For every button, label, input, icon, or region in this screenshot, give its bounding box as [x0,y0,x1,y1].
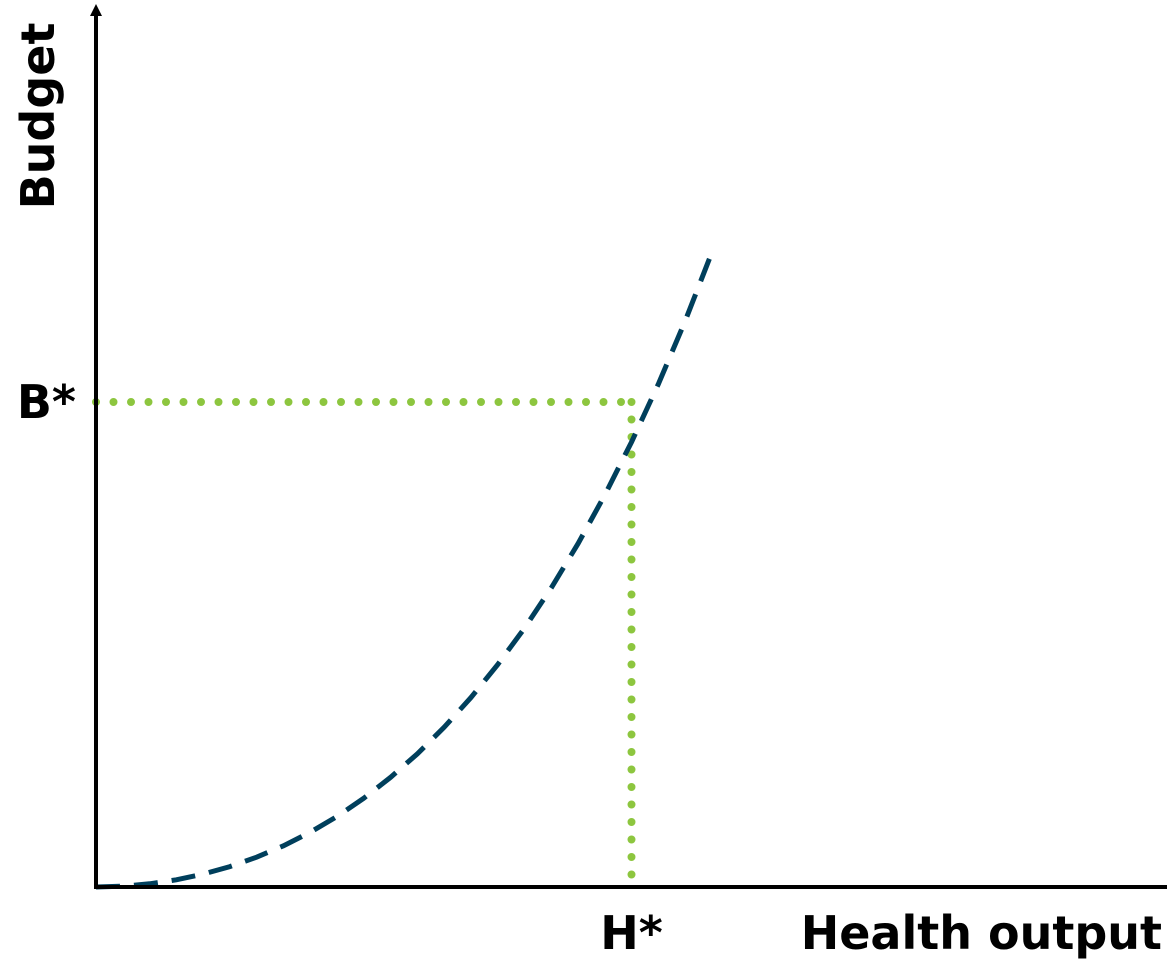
y-axis-label: Budget [11,23,65,210]
h-star-label: H* [600,906,663,960]
x-axis-label: Health output [801,906,1162,960]
budget-curve [95,251,715,890]
b-star-label: B* [17,375,76,429]
